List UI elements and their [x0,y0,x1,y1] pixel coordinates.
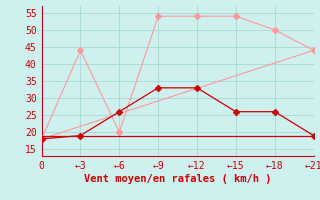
X-axis label: Vent moyen/en rafales ( km/h ): Vent moyen/en rafales ( km/h ) [84,174,271,184]
